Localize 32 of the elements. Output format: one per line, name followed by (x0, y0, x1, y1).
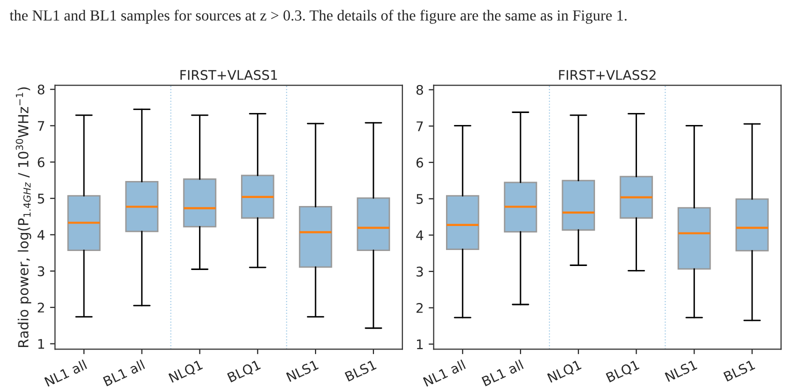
x-tick-label: BLS1 (723, 360, 756, 382)
y-tick-label: 6 (416, 158, 424, 168)
x-tick-label: NL1 all (44, 359, 88, 387)
x-tick-label: NL1 all (422, 359, 466, 387)
x-tick-label: NLQ1 (547, 360, 582, 384)
y-tick-label: 7 (416, 121, 423, 132)
chart-title: FIRST+VLASS2 (559, 70, 656, 80)
y-tick-label: 3 (38, 266, 44, 276)
x-tick-label: NLS1 (286, 360, 319, 382)
y-tick-label: 2 (38, 302, 44, 312)
x-tick-label: NLS1 (664, 360, 698, 382)
y-tick-label: 4 (416, 230, 424, 240)
y-tick-label: 4 (38, 230, 45, 240)
chart-title: FIRST+VLASS1 (180, 70, 277, 80)
y-axis-title: Radio power, log(P$_{1.4GHz}$ / 10$^{30}$WHz$^{−1}$) (16, 87, 32, 348)
x-tick-label: BL1 all (481, 359, 524, 386)
y-tick-label: 8 (416, 84, 424, 95)
y-tick-label: 5 (38, 194, 44, 204)
y-tick-label: 1 (416, 340, 423, 350)
x-tick-label: NLQ1 (168, 360, 204, 384)
y-tick-label: 6 (38, 157, 44, 168)
y-tick-label: 3 (416, 266, 423, 277)
x-tick-label: BL1 all (102, 359, 146, 386)
x-tick-label: BLS1 (344, 360, 377, 382)
y-tick-label: 7 (38, 121, 44, 131)
y-tick-label: 1 (38, 339, 44, 349)
x-tick-label: BLQ1 (606, 360, 640, 384)
text: the NL1 and BL1 samples for sources at z > 0.3. The details of the figure are the same as in Figure 1. (10, 10, 627, 24)
y-tick-label: 5 (416, 194, 423, 204)
y-tick-label: 2 (416, 302, 423, 313)
y-tick-label: 8 (38, 84, 44, 95)
x-tick-label: BLQ1 (227, 360, 262, 384)
